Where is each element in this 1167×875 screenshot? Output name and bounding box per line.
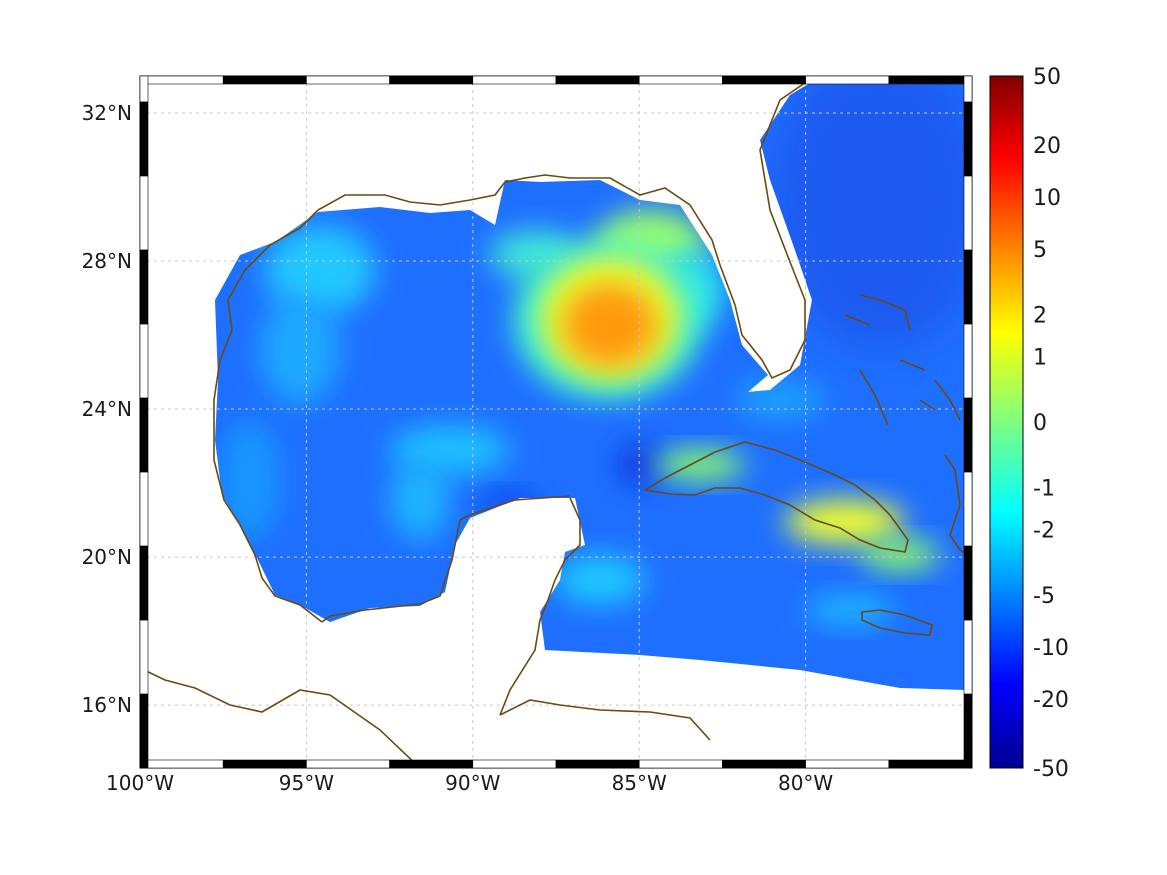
latitude-label: 32°N: [82, 101, 132, 125]
longitude-label: 95°W: [279, 771, 334, 795]
frame-segment: [888, 75, 973, 85]
latitude-label: 28°N: [82, 249, 132, 273]
frame-segment: [963, 101, 973, 177]
frame-segment: [555, 759, 640, 769]
frame-segment: [139, 75, 149, 103]
frame-segment: [139, 471, 149, 547]
frame-segment: [139, 619, 149, 695]
longitude-label: 100°W: [106, 771, 174, 795]
frame-segment: [306, 75, 390, 85]
data-field: [215, 80, 965, 690]
coast-cuba: [642, 441, 909, 553]
frame-segment: [638, 75, 723, 85]
frame-segment: [963, 323, 973, 399]
latitude-label: 24°N: [82, 397, 132, 421]
frame-segment: [963, 397, 973, 473]
colorbar-tick-label: -2: [1033, 518, 1055, 543]
latitude-labels: 32°N 28°N 24°N 20°N 16°N: [82, 101, 132, 717]
colorbar-tick-label: 50: [1033, 65, 1061, 90]
colorbar-tick-label: -1: [1033, 477, 1055, 502]
colorbar-tick-label: 5: [1033, 238, 1047, 263]
colorbar-tick-label: 1: [1033, 345, 1047, 370]
latitude-label: 16°N: [82, 693, 132, 717]
frame-segment: [139, 249, 149, 325]
frame-segment: [139, 101, 149, 177]
frame-segment: [139, 175, 149, 251]
frame-segment: [139, 75, 224, 85]
colorbar-tick-label: -5: [1033, 584, 1055, 609]
colorbar-gradient: [989, 75, 1024, 769]
coast-jamaica: [861, 609, 933, 636]
longitude-label: 90°W: [445, 771, 500, 795]
colorbar-tick-label: 20: [1033, 134, 1061, 159]
frame-segment: [472, 75, 557, 85]
frame-segment: [638, 759, 723, 769]
coast-bahamas: [844, 294, 961, 426]
frame-segment: [963, 471, 973, 547]
frame-segment: [472, 759, 557, 769]
frame-segment: [139, 323, 149, 399]
colorbar-tick-label: -20: [1033, 688, 1069, 713]
colorbar-tick-label: 2: [1033, 304, 1047, 329]
frame-segment: [963, 545, 973, 621]
coast-gulf-west-north: [213, 76, 816, 623]
frame-segment: [555, 75, 640, 85]
frame-segment: [722, 75, 806, 85]
frame-segment: [722, 759, 806, 769]
latitude-label: 20°N: [82, 545, 132, 569]
frame-segment: [888, 759, 973, 769]
frame-segment: [389, 759, 474, 769]
frame-segment: [389, 75, 474, 85]
coastlines: [140, 76, 972, 768]
frame-segment: [306, 759, 390, 769]
colorbar-tick-label: 0: [1033, 411, 1047, 436]
frame-segment: [805, 759, 890, 769]
longitude-label: 80°W: [778, 771, 833, 795]
frame-segment: [963, 693, 973, 769]
frame-segment: [963, 75, 973, 103]
coast-yucatan: [499, 497, 581, 716]
frame-segment: [963, 619, 973, 695]
frame-segment: [222, 759, 307, 769]
frame-segment: [139, 545, 149, 621]
colorbar-tick-label: -10: [1033, 636, 1069, 661]
longitude-label: 85°W: [612, 771, 667, 795]
frame-segment: [139, 693, 149, 769]
map-frame: [139, 75, 973, 769]
colorbar-tick-label: -50: [1033, 757, 1069, 782]
frame-segment: [139, 397, 149, 473]
colorbar-tick-label: 10: [1033, 186, 1061, 211]
frame-segment: [222, 75, 307, 85]
coast-us-mexico: [140, 667, 421, 768]
longitude-labels: 100°W 95°W 90°W 85°W 80°W: [106, 771, 833, 795]
frame-segment: [963, 175, 973, 251]
frame-segment: [805, 75, 890, 85]
frame-segment: [139, 759, 224, 769]
coast-central-america: [499, 699, 711, 741]
frame-segment: [963, 249, 973, 325]
coast-hispaniola: [944, 454, 972, 559]
